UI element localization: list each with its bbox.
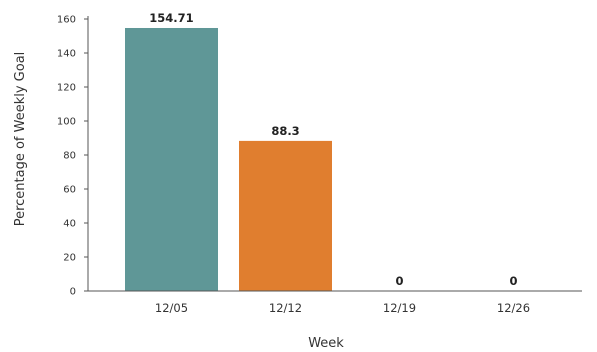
bar-12-12 xyxy=(239,140,332,291)
x-tick-label: 12/19 xyxy=(383,301,416,315)
y-tick-label: 160 xyxy=(57,15,76,26)
y-tick-label: 140 xyxy=(57,49,76,60)
x-tick-label: 12/26 xyxy=(497,301,530,315)
data-label: 154.71 xyxy=(149,11,193,25)
y-tick-label: 60 xyxy=(63,185,76,196)
y-tick-label: 20 xyxy=(63,253,76,264)
y-axis-ticks: 0 20 40 60 80 100 120 140 160 xyxy=(57,15,88,298)
bars xyxy=(125,27,332,291)
data-label: 0 xyxy=(395,274,403,288)
y-tick-label: 0 xyxy=(70,287,76,298)
y-tick-label: 40 xyxy=(63,219,76,230)
data-label: 88.3 xyxy=(271,124,299,138)
x-axis-title: Week xyxy=(308,336,344,351)
y-axis-title: Percentage of Weekly Goal xyxy=(13,52,28,227)
y-tick-label: 80 xyxy=(63,151,76,162)
y-tick-label: 100 xyxy=(57,117,76,128)
bar-12-05 xyxy=(125,27,218,291)
data-labels: 154.71 88.3 0 0 xyxy=(149,11,517,288)
data-label: 0 xyxy=(509,274,517,288)
x-axis-ticks: 12/05 12/12 12/19 12/26 xyxy=(155,301,530,315)
x-tick-label: 12/12 xyxy=(269,301,302,315)
x-tick-label: 12/05 xyxy=(155,301,188,315)
y-tick-label: 120 xyxy=(57,83,76,94)
